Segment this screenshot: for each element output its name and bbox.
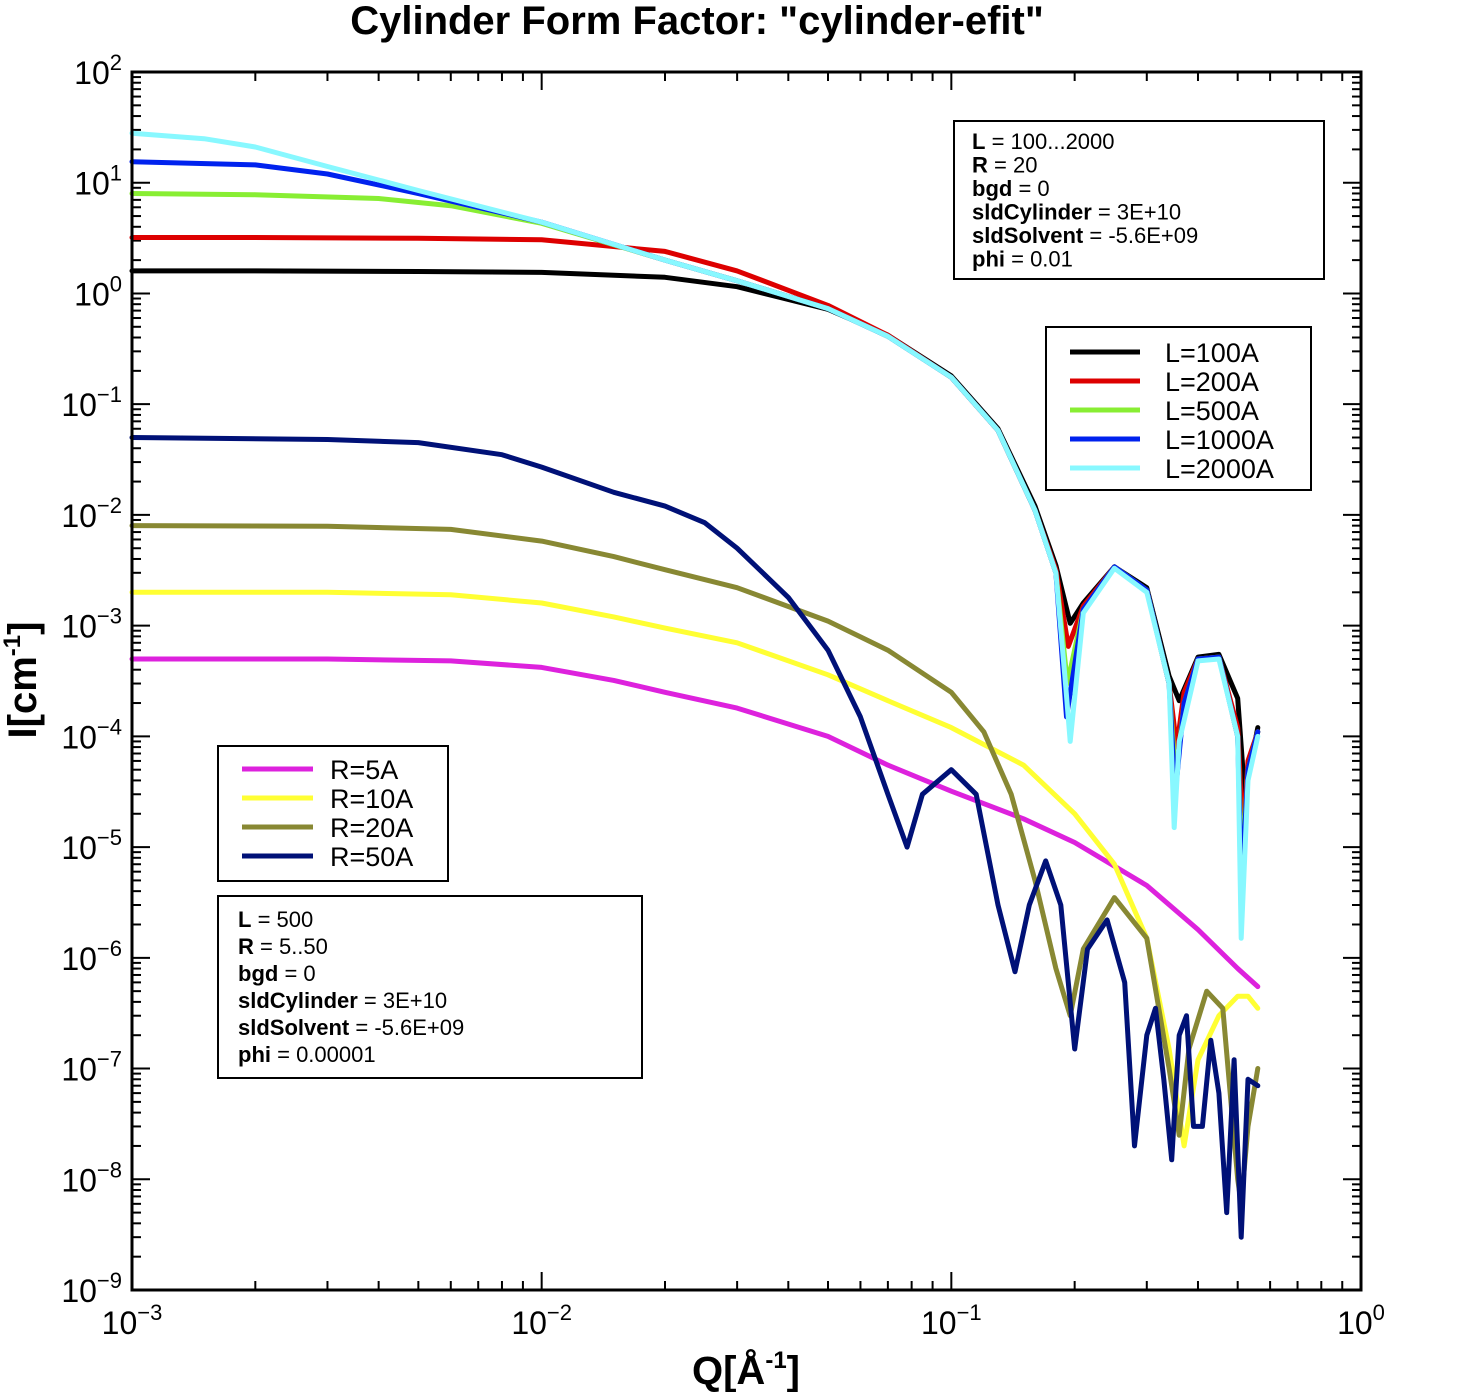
parameter-box bbox=[953, 120, 1325, 280]
series-line-r-50a bbox=[129, 435, 1261, 1240]
parameter-line: sldSolvent = -5.6E+09 bbox=[972, 223, 1198, 248]
legend-label: R=5A bbox=[330, 755, 398, 785]
parameter-box bbox=[217, 895, 643, 1079]
plot-curves bbox=[129, 130, 1261, 1240]
parameter-line: R = 20 bbox=[972, 153, 1037, 178]
legend-label: L=100A bbox=[1165, 338, 1259, 368]
chart-title: Cylinder Form Factor: "cylinder-efit" bbox=[350, 0, 1044, 43]
y-tick-label: 10−9 bbox=[61, 1268, 122, 1309]
y-tick-label: 10−4 bbox=[61, 714, 122, 755]
parameter-line: sldCylinder = 3E+10 bbox=[972, 200, 1181, 225]
y-tick-label: 101 bbox=[74, 161, 122, 202]
parameter-line: bgd = 0 bbox=[238, 961, 316, 986]
y-tick-label: 100 bbox=[74, 271, 122, 312]
y-tick-label: 10−2 bbox=[61, 493, 122, 534]
axis-labels: Q[Å-1] I[cm-1] bbox=[0, 622, 800, 1392]
series-line-r-10a bbox=[129, 589, 1261, 1149]
y-tick-label: 10−8 bbox=[61, 1157, 122, 1198]
parameter-line: sldSolvent = -5.6E+09 bbox=[238, 1015, 464, 1040]
legend-label: R=50A bbox=[330, 842, 413, 872]
x-tick-label: 10−2 bbox=[511, 1300, 572, 1341]
parameter-line: R = 5..50 bbox=[238, 934, 328, 959]
plot-frame bbox=[130, 70, 1363, 1292]
x-axis-label: Q[Å-1] bbox=[692, 1347, 800, 1392]
y-tick-label: 10−5 bbox=[61, 825, 122, 866]
x-tick-label: 10−3 bbox=[102, 1300, 163, 1341]
x-tick-label: 100 bbox=[1337, 1300, 1385, 1341]
parameter-line: sldCylinder = 3E+10 bbox=[238, 988, 447, 1013]
y-tick-label: 10−3 bbox=[61, 604, 122, 645]
legend-label: R=20A bbox=[330, 813, 413, 843]
y-axis-label: I[cm-1] bbox=[0, 622, 45, 739]
legend-label: L=500A bbox=[1165, 396, 1259, 426]
legend-label: L=2000A bbox=[1165, 454, 1274, 484]
y-tick-label: 10−7 bbox=[61, 1047, 122, 1088]
y-tick-label: 10−6 bbox=[61, 936, 122, 977]
legend-label: L=200A bbox=[1165, 367, 1259, 397]
parameter-line: phi = 0.01 bbox=[972, 247, 1073, 272]
parameter-line: bgd = 0 bbox=[972, 176, 1050, 201]
x-tick-label: 10−1 bbox=[921, 1300, 982, 1341]
y-tick-label: 10−1 bbox=[61, 382, 122, 423]
legend-label: R=10A bbox=[330, 784, 413, 814]
parameter-line: L = 500 bbox=[238, 907, 313, 932]
y-tick-label: 102 bbox=[74, 50, 122, 91]
legend-label: L=1000A bbox=[1165, 425, 1274, 455]
parameter-line: L = 100...2000 bbox=[972, 129, 1115, 154]
series-line-l-2000a bbox=[129, 130, 1261, 941]
parameter-line: phi = 0.00001 bbox=[238, 1042, 376, 1067]
series-line-r-20a bbox=[129, 523, 1261, 1207]
series-line-r-5a bbox=[129, 656, 1261, 990]
